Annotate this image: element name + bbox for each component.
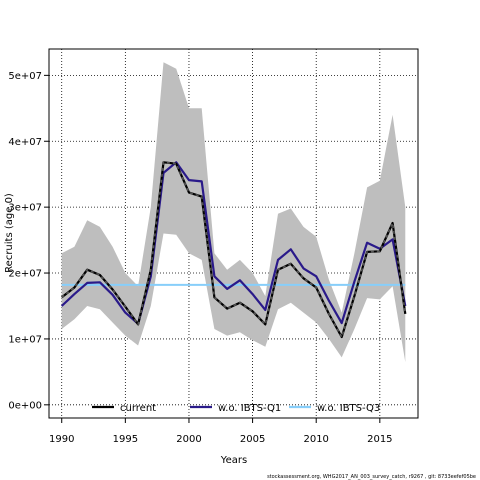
x-tick-label: 2000 [176, 434, 201, 445]
legend: current w.o. IBTS-Q1 w.o. IBTS-Q3 [92, 403, 380, 414]
series-lines [60, 161, 407, 340]
y-tick-label: 5e+07 [8, 71, 42, 82]
x-tick-label: 2010 [303, 434, 328, 445]
legend-item-wo-ibts-q3: w.o. IBTS-Q3 [289, 403, 380, 414]
legend-label: current [120, 403, 156, 414]
y-tick-label: 0e+00 [8, 400, 42, 411]
footer-credit: stockassessment.org, WHG2017_AN_003_surv… [267, 474, 476, 480]
x-tick-label: 1990 [49, 434, 74, 445]
plot-frame [48, 48, 419, 419]
legend-label: w.o. IBTS-Q1 [218, 403, 281, 414]
y-tick-label: 1e+07 [8, 334, 42, 345]
x-tick-label: 2015 [367, 434, 392, 445]
series-line-current-dash [61, 161, 407, 340]
x-tick-label: 1995 [113, 434, 138, 445]
y-tick-label: 2e+07 [8, 269, 42, 280]
legend-item-wo-ibts-q1: w.o. IBTS-Q1 [190, 403, 281, 414]
y-axis: 0e+00 1e+07 2e+07 3e+07 4e+07 5e+07 [8, 71, 49, 411]
x-axis-label: Years [220, 455, 247, 466]
confidence-band [61, 62, 406, 362]
y-tick-label: 4e+07 [8, 137, 42, 148]
legend-label: w.o. IBTS-Q3 [317, 403, 380, 414]
legend-item-current: current [92, 403, 156, 414]
y-axis-label: Recruits (age 0) [4, 193, 15, 273]
series-line-wo-ibts-q1 [60, 161, 407, 325]
y-tick-label: 3e+07 [8, 203, 42, 214]
x-tick-label: 2005 [240, 434, 265, 445]
x-axis: 1990 1995 2000 2005 2010 2015 [49, 418, 393, 445]
